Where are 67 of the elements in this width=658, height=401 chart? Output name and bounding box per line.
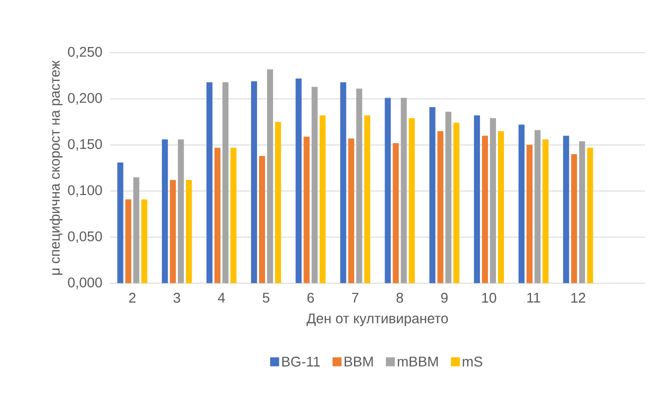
bar	[364, 115, 370, 284]
legend-label: mS	[462, 356, 482, 367]
bar	[356, 88, 362, 284]
bar	[498, 131, 504, 284]
bar	[320, 115, 326, 284]
bar	[587, 148, 594, 284]
bar	[437, 131, 444, 284]
legend-label: BG-11	[282, 356, 320, 367]
bar	[400, 98, 407, 284]
bar	[474, 115, 480, 284]
bar	[214, 148, 220, 284]
bar	[384, 98, 391, 284]
x-tick-label: 10	[482, 292, 496, 303]
bar	[206, 82, 212, 284]
y-tick-label: 0,000	[68, 277, 102, 290]
bar	[445, 112, 452, 284]
bar	[133, 177, 140, 284]
x-tick-label: 9	[441, 292, 448, 303]
bar	[117, 162, 124, 284]
bar	[178, 139, 184, 284]
bar	[429, 107, 436, 284]
bar	[230, 148, 236, 284]
bar	[141, 199, 148, 284]
bar	[518, 124, 525, 284]
bar	[534, 130, 541, 284]
x-tick-label: 2	[129, 292, 136, 303]
x-tick-label: 11	[527, 292, 540, 302]
bar	[453, 122, 460, 284]
x-tick-label: 8	[396, 292, 404, 303]
bar	[267, 69, 274, 284]
bar	[482, 136, 488, 284]
bar	[490, 118, 496, 284]
y-tick-label: 0,100	[68, 185, 102, 197]
x-tick-label: 3	[174, 292, 180, 303]
bar	[542, 139, 549, 284]
bar	[275, 122, 282, 284]
bar	[304, 136, 310, 284]
bar	[579, 141, 586, 284]
bar	[170, 180, 176, 284]
legend-label: mBBM	[398, 356, 438, 366]
bar	[392, 143, 399, 284]
bar	[526, 144, 533, 284]
x-axis-title: Ден от култивирането	[306, 314, 448, 326]
bar	[408, 118, 415, 284]
x-tick-label: 7	[352, 292, 358, 302]
bar	[186, 180, 192, 284]
bar	[571, 154, 578, 284]
bar	[312, 86, 318, 284]
y-tick-label: 0,250	[68, 46, 102, 58]
x-tick-label: 4	[218, 292, 225, 302]
x-tick-label: 5	[262, 292, 270, 303]
bar	[563, 136, 570, 284]
bar	[348, 138, 354, 284]
legend-label: BBM	[344, 356, 373, 366]
y-axis-title: μ специфична скорост на растеж	[50, 60, 63, 275]
x-tick-label: 6	[307, 292, 314, 303]
bar	[222, 82, 228, 284]
y-tick-label: 0,050	[68, 231, 102, 243]
bar	[125, 199, 132, 284]
bar	[296, 78, 302, 284]
x-tick-label: 12	[571, 292, 586, 303]
bar	[251, 81, 258, 284]
bar	[162, 139, 168, 284]
y-tick-label: 0,200	[68, 93, 102, 105]
bar	[340, 82, 346, 284]
bar	[259, 156, 266, 284]
y-tick-label: 0,150	[68, 139, 102, 151]
